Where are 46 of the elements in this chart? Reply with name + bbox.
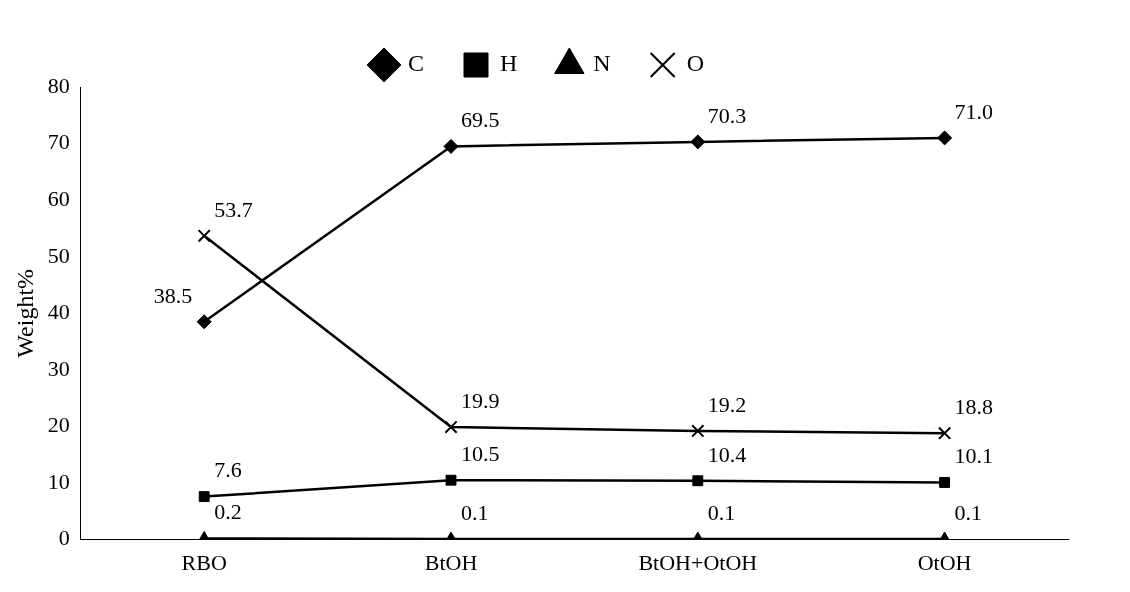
data-label: 19.9 (461, 387, 500, 413)
y-axis-title: Weight% (11, 268, 38, 358)
data-label: 0.1 (461, 499, 489, 525)
data-label: 53.7 (214, 196, 253, 222)
data-label: 38.5 (153, 282, 193, 308)
y-tick-label: 40 (47, 299, 70, 325)
y-tick-label: 70 (47, 129, 70, 155)
x-tick-label: OtOH (917, 549, 972, 575)
point (197, 229, 211, 243)
point (198, 491, 210, 503)
point (937, 130, 953, 146)
data-label: 0.2 (214, 499, 242, 525)
legend-label: O (686, 50, 705, 77)
y-tick-label: 20 (47, 412, 70, 438)
data-label: 0.1 (707, 499, 736, 525)
point (692, 475, 704, 487)
y-tick-label: 30 (47, 355, 70, 381)
data-label: 10.4 (707, 441, 747, 467)
point (196, 314, 212, 330)
legend-label: H (500, 50, 518, 77)
point (445, 474, 457, 486)
x-tick-label: BtOH+OtOH (638, 549, 758, 575)
point (691, 424, 705, 438)
x-tick-label: BtOH (424, 549, 478, 575)
y-tick-label: 60 (47, 185, 70, 211)
data-label: 70.3 (707, 102, 747, 128)
y-tick-label: 10 (47, 468, 70, 494)
legend-label: N (593, 50, 611, 77)
data-label: 19.2 (707, 391, 747, 417)
y-tick-label: 50 (47, 242, 70, 268)
point (444, 420, 458, 434)
data-label: 69.5 (461, 107, 500, 133)
data-label: 18.8 (954, 394, 994, 420)
data-label: 0.1 (954, 499, 983, 525)
point (443, 138, 459, 154)
data-label: 10.1 (954, 443, 994, 469)
y-tick-label: 0 (58, 525, 70, 551)
point (939, 477, 951, 488)
point (690, 134, 706, 150)
data-label: 10.5 (461, 440, 500, 466)
legend-label: C (408, 50, 425, 77)
x-tick-label: RBO (181, 549, 227, 575)
y-tick-label: 80 (47, 72, 70, 98)
point (937, 426, 952, 440)
data-label: 7.6 (214, 457, 242, 483)
data-label: 71.0 (954, 98, 994, 124)
